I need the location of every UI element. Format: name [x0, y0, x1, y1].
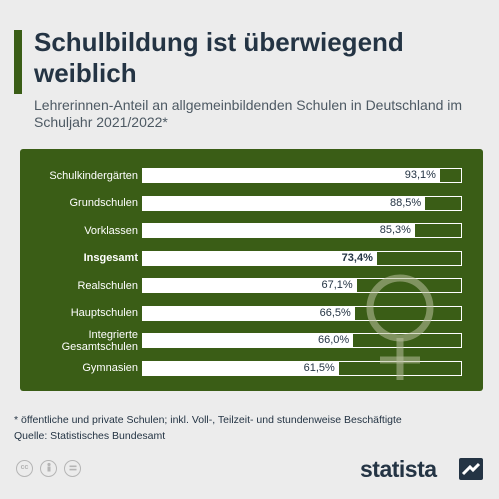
cc-icon[interactable]: cc	[16, 460, 33, 477]
chart-subtitle: Lehrerinnen-Anteil an allgemeinbildenden…	[34, 97, 463, 130]
value-label: 88,5%	[389, 196, 422, 209]
bar	[142, 333, 354, 348]
bar	[142, 305, 355, 321]
value-label: 85,3%	[379, 224, 411, 236]
value-label: 66,0%	[317, 334, 350, 346]
chart-panel	[20, 149, 483, 391]
chart-title: Schulbildung ist überwiegend weiblich	[34, 27, 404, 88]
statista-logo[interactable]: statista	[360, 456, 437, 482]
statista-logo-mark-icon	[459, 458, 483, 480]
source: Quelle: Statistisches Bundesamt	[14, 430, 166, 442]
value-label: 66,5%	[319, 306, 351, 319]
category-label: Vorklassen	[84, 224, 138, 237]
category-label: Hauptschulen	[70, 307, 138, 319]
bar	[142, 195, 426, 211]
category-label: Insgesamt	[83, 252, 138, 264]
attribution-icon[interactable]	[40, 460, 57, 477]
bar	[142, 223, 415, 238]
bar	[142, 278, 357, 293]
title-accent-bar	[14, 30, 22, 94]
female-symbol-icon	[366, 274, 434, 380]
value-label: 93,1%	[404, 169, 436, 181]
value-label: 67,1%	[321, 279, 353, 291]
category-label: Schulkindergärten	[49, 169, 138, 182]
category-label: Gymnasien	[82, 362, 138, 374]
bar	[142, 360, 339, 376]
category-label: Realschulen	[77, 279, 138, 292]
value-label: 61,5%	[303, 361, 335, 374]
bar	[142, 168, 440, 183]
category-label: Grundschulen	[69, 197, 139, 209]
footnote-block: * öffentliche und private Schulen; inkl.…	[14, 412, 494, 444]
bar	[142, 250, 377, 266]
footnote: * öffentliche und private Schulen; inkl.…	[14, 414, 402, 426]
value-label: 73,4%	[341, 251, 373, 264]
category-label: Integrierte Gesamtschulen	[61, 328, 138, 353]
no-derivatives-icon[interactable]	[64, 460, 81, 477]
